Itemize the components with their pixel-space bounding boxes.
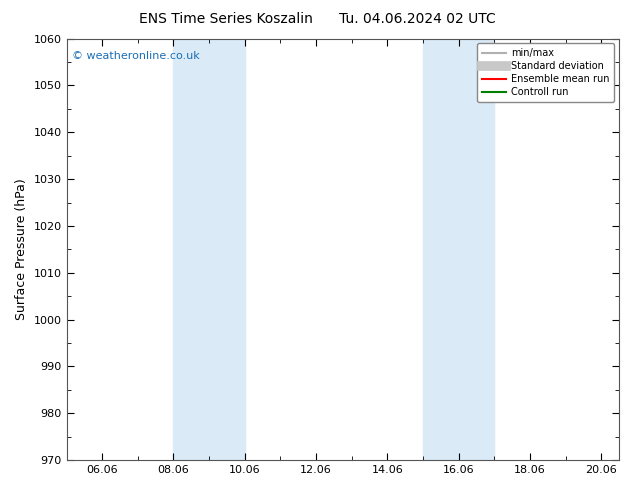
Bar	[174, 39, 245, 460]
Text: © weatheronline.co.uk: © weatheronline.co.uk	[72, 51, 200, 61]
Legend: min/max, Standard deviation, Ensemble mean run, Controll run: min/max, Standard deviation, Ensemble me…	[477, 44, 614, 102]
Text: ENS Time Series Koszalin      Tu. 04.06.2024 02 UTC: ENS Time Series Koszalin Tu. 04.06.2024 …	[139, 12, 495, 26]
Y-axis label: Surface Pressure (hPa): Surface Pressure (hPa)	[15, 178, 28, 320]
Bar	[423, 39, 495, 460]
